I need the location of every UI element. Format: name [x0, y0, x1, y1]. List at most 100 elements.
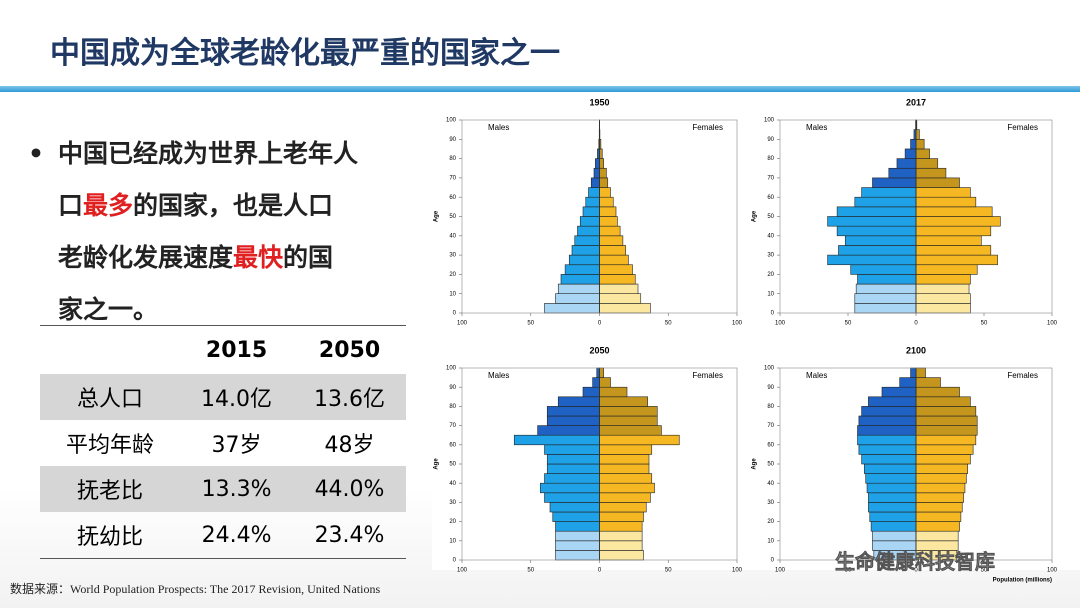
bar	[599, 454, 650, 465]
bar	[564, 264, 600, 275]
x-tick-label: 50	[527, 321, 534, 327]
y-tick-label: 50	[767, 214, 774, 220]
bar	[599, 158, 604, 169]
bar	[865, 473, 917, 484]
y-tick-label: 80	[449, 404, 456, 410]
x-tick-label: 50	[665, 568, 672, 574]
bar	[599, 206, 617, 217]
bar	[915, 158, 939, 169]
text: 的国家之一。	[58, 243, 334, 324]
bar	[549, 502, 600, 513]
y-tick-label: 50	[767, 462, 774, 468]
bar	[552, 511, 600, 522]
x-tick-label: 0	[598, 568, 602, 574]
cell: 平均年龄	[66, 433, 155, 458]
bar	[915, 148, 930, 159]
bar	[544, 303, 600, 314]
bar	[595, 158, 600, 169]
bar	[592, 377, 600, 388]
y-tick-label: 100	[446, 366, 457, 372]
cell: 13.3%	[180, 466, 294, 512]
bar	[555, 550, 600, 561]
y-tick-label: 60	[767, 195, 774, 201]
y-tick-label: 0	[771, 311, 775, 317]
bar	[899, 377, 917, 388]
chart-title: 2050	[589, 345, 609, 355]
highlight: 最快	[233, 243, 284, 272]
bar	[861, 454, 917, 465]
column-header: 2015	[205, 337, 268, 363]
table: 2015 2050 总人口 14.0亿 13.6亿 平均年龄 37岁 48岁 抚老比 13.…	[40, 325, 406, 559]
bar	[915, 463, 968, 474]
chart-panel	[432, 95, 1080, 570]
bar	[599, 196, 614, 208]
y-tick-label: 40	[767, 233, 774, 239]
bar	[861, 406, 917, 417]
chart-title: 2100	[906, 345, 926, 355]
bar	[910, 139, 917, 150]
y-tick-label: 50	[449, 214, 456, 220]
bar	[854, 293, 917, 304]
bar	[585, 196, 600, 208]
bar	[599, 473, 653, 484]
cell: 抚老比	[40, 466, 181, 512]
watermark: 生命健康科技智库	[835, 549, 995, 573]
bar	[546, 415, 600, 426]
bar	[599, 396, 648, 407]
cell: 总人口	[40, 374, 181, 420]
y-tick-label: 90	[767, 137, 774, 143]
y-tick-label: 90	[767, 385, 774, 391]
bar	[915, 293, 971, 304]
bar	[540, 482, 600, 494]
row: 平均年龄 37岁 48岁	[40, 420, 406, 466]
bar	[599, 177, 609, 188]
bar	[857, 425, 917, 436]
bar	[599, 386, 628, 398]
y-tick-label: 40	[449, 481, 456, 487]
bar	[599, 444, 653, 455]
bar	[910, 367, 917, 378]
y-tick-label: 70	[449, 175, 456, 181]
bar	[915, 264, 978, 275]
bar	[599, 502, 647, 513]
bar	[872, 540, 917, 551]
bar	[915, 425, 978, 436]
x-tick-label: 50	[845, 321, 852, 327]
bar	[555, 293, 600, 304]
bar	[827, 254, 917, 266]
bar	[555, 540, 600, 551]
bar	[577, 225, 600, 237]
y-tick-label: 0	[453, 311, 457, 317]
bar	[599, 303, 651, 314]
bar	[599, 377, 611, 388]
bar	[854, 303, 917, 314]
bar	[881, 386, 917, 398]
bar	[599, 540, 643, 551]
bar	[915, 434, 977, 446]
bar	[560, 274, 600, 285]
bar	[836, 206, 917, 217]
cell: 抚幼比	[77, 525, 144, 550]
series-label: Females	[692, 371, 723, 380]
bar	[599, 245, 626, 256]
bar	[915, 206, 993, 217]
bar	[544, 444, 600, 455]
y-tick-label: 100	[764, 118, 775, 124]
y-tick-label: 100	[764, 366, 775, 372]
bar	[544, 473, 600, 484]
bar	[599, 463, 650, 474]
bar	[599, 367, 604, 378]
bar	[599, 167, 607, 179]
series-label: Males	[806, 371, 827, 380]
bar	[599, 530, 643, 542]
y-tick-label: 50	[449, 462, 456, 468]
bar	[915, 396, 971, 407]
bar	[915, 540, 959, 551]
bar	[599, 482, 655, 494]
cell: 13.6亿	[293, 374, 406, 420]
x-tick-label: 100	[1047, 321, 1058, 327]
bar	[915, 377, 941, 388]
bar	[915, 521, 960, 532]
